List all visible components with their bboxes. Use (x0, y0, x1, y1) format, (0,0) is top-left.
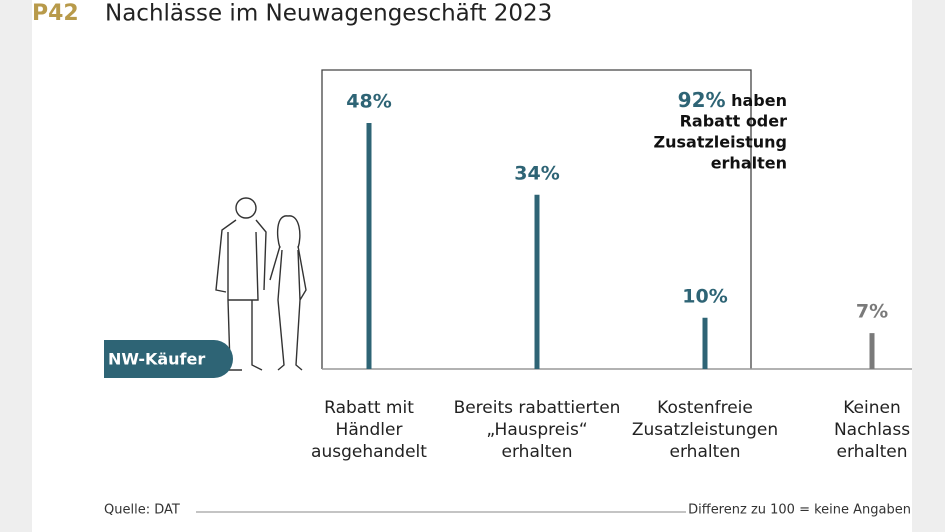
source: Quelle: DAT (104, 503, 180, 518)
bar (702, 317, 708, 369)
x-tick-label: „Hauspreis“ (486, 420, 587, 440)
x-tick-label: Rabatt mit (324, 398, 414, 418)
bracket (321, 69, 752, 369)
x-tick-label: Händler (336, 420, 403, 440)
annotation-text: haben (731, 91, 787, 110)
annotation-value: 92% (678, 88, 726, 112)
bar (869, 333, 875, 369)
value-label: 7% (856, 301, 888, 323)
note: Differenz zu 100 = keine Angaben (688, 503, 911, 518)
x-tick-label: Zusatzleistungen (632, 420, 778, 440)
annotation-line: 92% haben (678, 88, 787, 112)
bar (366, 123, 372, 369)
value-label: 34% (514, 162, 559, 184)
badge-shape (104, 340, 233, 378)
x-tick-label: ausgehandelt (311, 442, 427, 462)
x-tick-label: Keinen (843, 398, 901, 418)
value-label: 48% (346, 91, 391, 113)
x-tick-label: Nachlass (834, 420, 910, 440)
chart-title: Nachlässe im Neuwagengeschäft 2023 (105, 1, 552, 27)
annotation-text: erhalten (711, 154, 787, 173)
x-tick-label: erhalten (837, 442, 908, 462)
x-tick-label: erhalten (502, 442, 573, 462)
bar (534, 194, 540, 369)
panel (32, 0, 912, 532)
annotation-text: Zusatzleistung (654, 133, 788, 152)
x-tick-label: erhalten (670, 442, 741, 462)
people-illustration (215, 197, 307, 371)
badge-label: NW-Käufer (108, 350, 205, 369)
annotation-text: Rabatt oder (680, 112, 788, 131)
value-label: 10% (682, 285, 727, 307)
x-tick-label: Kostenfreie (657, 398, 753, 418)
chart-code: P42 (32, 1, 79, 26)
x-tick-label: Bereits rabattierten (454, 398, 621, 418)
